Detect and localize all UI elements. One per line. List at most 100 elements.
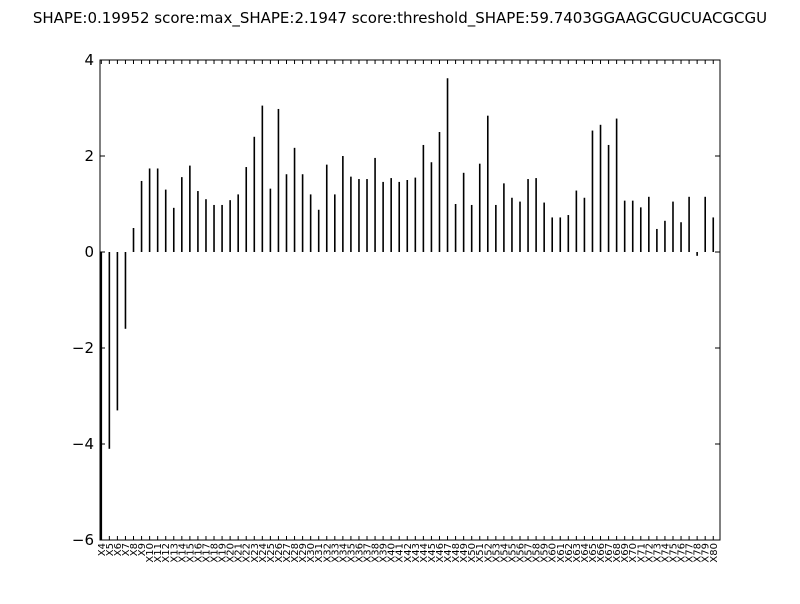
x-tick-label: X40 <box>387 543 398 563</box>
bar <box>181 177 183 252</box>
x-tick-label: X62 <box>564 543 575 563</box>
bar <box>535 178 537 252</box>
x-tick-label: X14 <box>177 543 188 563</box>
x-tick-label: X19 <box>218 543 229 563</box>
bar <box>446 78 449 253</box>
bar <box>503 183 505 252</box>
x-tick-label: X60 <box>548 543 559 563</box>
bar <box>325 164 328 252</box>
bar <box>519 201 521 252</box>
x-tick-label: X79 <box>701 543 712 563</box>
x-tick-label: X36 <box>354 543 365 563</box>
y-tick-label: 4 <box>84 51 94 69</box>
x-tick-label: X18 <box>210 543 221 563</box>
x-tick-label: X55 <box>507 543 518 563</box>
x-tick-label: X71 <box>636 543 647 563</box>
x-tick-label: X56 <box>516 543 527 563</box>
y-tick-label: −6 <box>72 531 94 549</box>
bar <box>116 252 119 411</box>
x-tick-label: X38 <box>371 543 382 563</box>
bar <box>430 162 433 252</box>
bar <box>189 165 191 252</box>
x-tick-label: X21 <box>234 543 245 563</box>
x-tick-label: X67 <box>604 543 615 563</box>
bar <box>366 179 368 252</box>
bar <box>285 174 288 252</box>
bar <box>172 207 175 252</box>
bar <box>334 194 336 252</box>
bar <box>414 177 417 252</box>
axes-layer <box>99 59 721 541</box>
x-tick-label: X77 <box>685 543 696 563</box>
x-tick-label: X32 <box>322 543 333 563</box>
bar <box>648 196 650 252</box>
x-tick-label: X50 <box>467 543 478 563</box>
bar <box>382 181 384 252</box>
x-tick-label: X12 <box>161 543 172 563</box>
x-tick-label: X51 <box>475 543 486 563</box>
x-tick-label: X5 <box>105 543 116 556</box>
x-tick-label: X61 <box>556 543 567 563</box>
bar <box>197 191 199 252</box>
x-tick-label: X9 <box>137 543 148 556</box>
x-tick-label: X6 <box>113 543 124 556</box>
bar <box>124 252 127 329</box>
x-tick-label: X73 <box>652 543 663 563</box>
bar <box>688 196 690 252</box>
bar <box>615 118 618 252</box>
bar <box>422 144 425 252</box>
bar <box>398 181 401 252</box>
bar <box>631 200 634 252</box>
x-tick-label: X22 <box>242 543 253 563</box>
x-tick-label: X4 <box>97 543 108 556</box>
x-tick-label: X48 <box>451 543 462 563</box>
x-tick-label: X54 <box>499 543 510 563</box>
bar <box>317 209 320 252</box>
bar <box>293 147 296 252</box>
x-tick-label: X25 <box>266 543 277 563</box>
bar <box>221 204 223 252</box>
x-tick-label: X33 <box>330 543 341 563</box>
bar <box>358 179 360 252</box>
bar <box>607 144 610 252</box>
x-tick-label: X39 <box>379 543 390 563</box>
bar <box>245 167 248 252</box>
bar <box>664 220 666 252</box>
x-tick-label: X57 <box>524 543 535 563</box>
bar <box>342 156 344 252</box>
bar <box>100 252 103 540</box>
y-tick-label: 0 <box>84 243 94 261</box>
bar <box>656 228 658 252</box>
y-tick-label: −2 <box>72 339 94 357</box>
bar <box>599 124 602 252</box>
bar <box>495 204 497 252</box>
bar <box>148 168 151 252</box>
bar <box>140 180 143 252</box>
x-tick-label: X11 <box>153 543 164 563</box>
ticks-layer: 420−2−4−6X4X5X6X7X8X9X10X11X12X13X14X15X… <box>72 51 720 563</box>
x-tick-label: X80 <box>709 543 720 563</box>
bar <box>639 207 642 252</box>
bars-layer <box>100 78 715 540</box>
bar <box>462 172 465 252</box>
x-tick-label: X78 <box>693 543 704 563</box>
bar <box>261 105 264 252</box>
bar <box>164 189 167 252</box>
x-tick-label: X34 <box>338 543 349 563</box>
x-tick-label: X49 <box>459 543 470 563</box>
bar <box>680 222 682 252</box>
x-tick-label: X13 <box>169 543 180 563</box>
x-tick-label: X63 <box>572 543 583 563</box>
bar <box>591 130 594 252</box>
x-tick-label: X66 <box>596 543 607 563</box>
bar <box>438 132 441 252</box>
bar <box>156 168 159 252</box>
x-tick-label: X72 <box>644 543 655 563</box>
x-tick-label: X37 <box>363 543 374 563</box>
bar <box>390 178 392 252</box>
bar <box>406 180 409 252</box>
bar <box>213 204 215 252</box>
bar <box>575 190 578 252</box>
bar <box>712 217 715 252</box>
